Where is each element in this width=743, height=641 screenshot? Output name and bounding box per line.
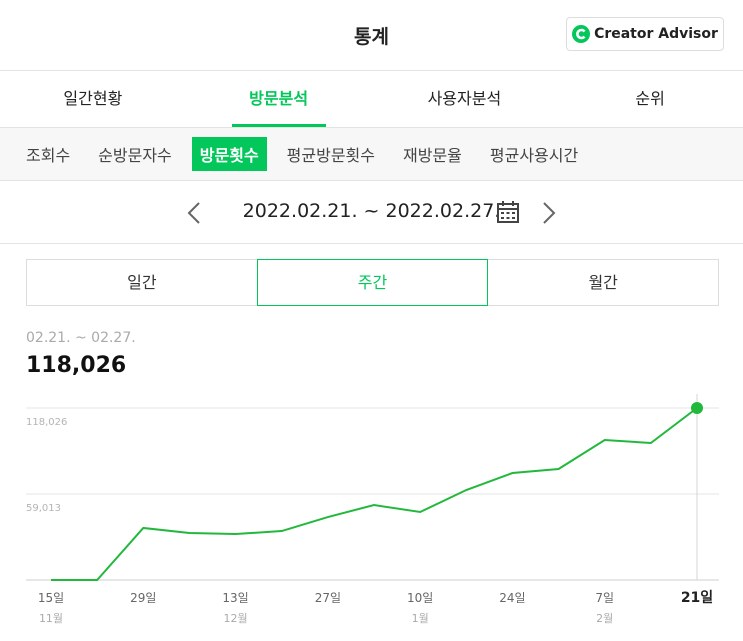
date-row: 2022.02.21. ~ 2022.02.27. xyxy=(0,181,743,244)
tabs: 일간현황 방문분석 사용자분석 순위 xyxy=(0,70,743,127)
x-month-label: 1월 xyxy=(412,612,429,625)
x-tick-label: 24일 xyxy=(499,591,525,605)
creator-advisor-button[interactable]: Creator Advisor xyxy=(566,17,724,51)
date-range: 2022.02.21. ~ 2022.02.27. xyxy=(242,200,501,222)
y-tick-label: 118,026 xyxy=(26,417,67,428)
x-tick-label: 13일 xyxy=(222,591,248,605)
series-line xyxy=(51,407,698,581)
x-tick-label: 7일 xyxy=(595,591,614,605)
per-item[interactable]: 월간 xyxy=(588,273,618,292)
prev-button[interactable] xyxy=(186,201,202,225)
x-month-label: 12월 xyxy=(224,612,248,625)
x-tick-label: 15일 xyxy=(38,591,64,605)
x-tick-label: 10일 xyxy=(407,591,433,605)
chart-period: 02.21. ~ 02.27. xyxy=(26,330,136,346)
sub-item[interactable]: 순방문자수 xyxy=(98,146,172,165)
tab-item[interactable]: 일간현황 xyxy=(63,89,123,108)
x-month-label: 2월 xyxy=(596,612,613,625)
per-item[interactable]: 주간 xyxy=(256,259,489,306)
y-tick-label: 59,013 xyxy=(26,503,61,514)
x-tick-label: 21일 xyxy=(681,590,713,606)
x-month-label: 11월 xyxy=(39,612,63,625)
tab-item[interactable]: 사용자분석 xyxy=(427,89,502,108)
sub-item[interactable]: 조회수 xyxy=(26,146,71,165)
header-title: 통계 xyxy=(354,26,389,48)
per-item[interactable]: 일간 xyxy=(127,273,157,292)
sub-item[interactable]: 평균사용시간 xyxy=(489,146,579,165)
sub-item[interactable]: 방문횟수 xyxy=(191,137,267,171)
sub-item[interactable]: 재방문율 xyxy=(403,146,462,165)
x-tick-label: 27일 xyxy=(315,591,341,605)
chart-total: 118,026 xyxy=(26,353,127,378)
button-label: Creator Advisor xyxy=(594,26,718,42)
sub-item[interactable]: 평균방문횟수 xyxy=(286,146,375,165)
tab-item[interactable]: 순위 xyxy=(635,89,665,108)
calendar-button[interactable] xyxy=(496,200,520,224)
focus-point xyxy=(691,402,703,414)
period-tabs: 일간 주간 월간 xyxy=(26,259,719,306)
next-button[interactable] xyxy=(541,201,557,225)
x-tick-label: 29일 xyxy=(130,591,156,605)
tab-item[interactable]: 방문분석 xyxy=(186,71,372,127)
creator-advisor-icon xyxy=(572,25,591,43)
subtabs: 조회수 순방문자수 방문횟수 평균방문횟수 재방문율 평균사용시간 xyxy=(0,127,743,181)
